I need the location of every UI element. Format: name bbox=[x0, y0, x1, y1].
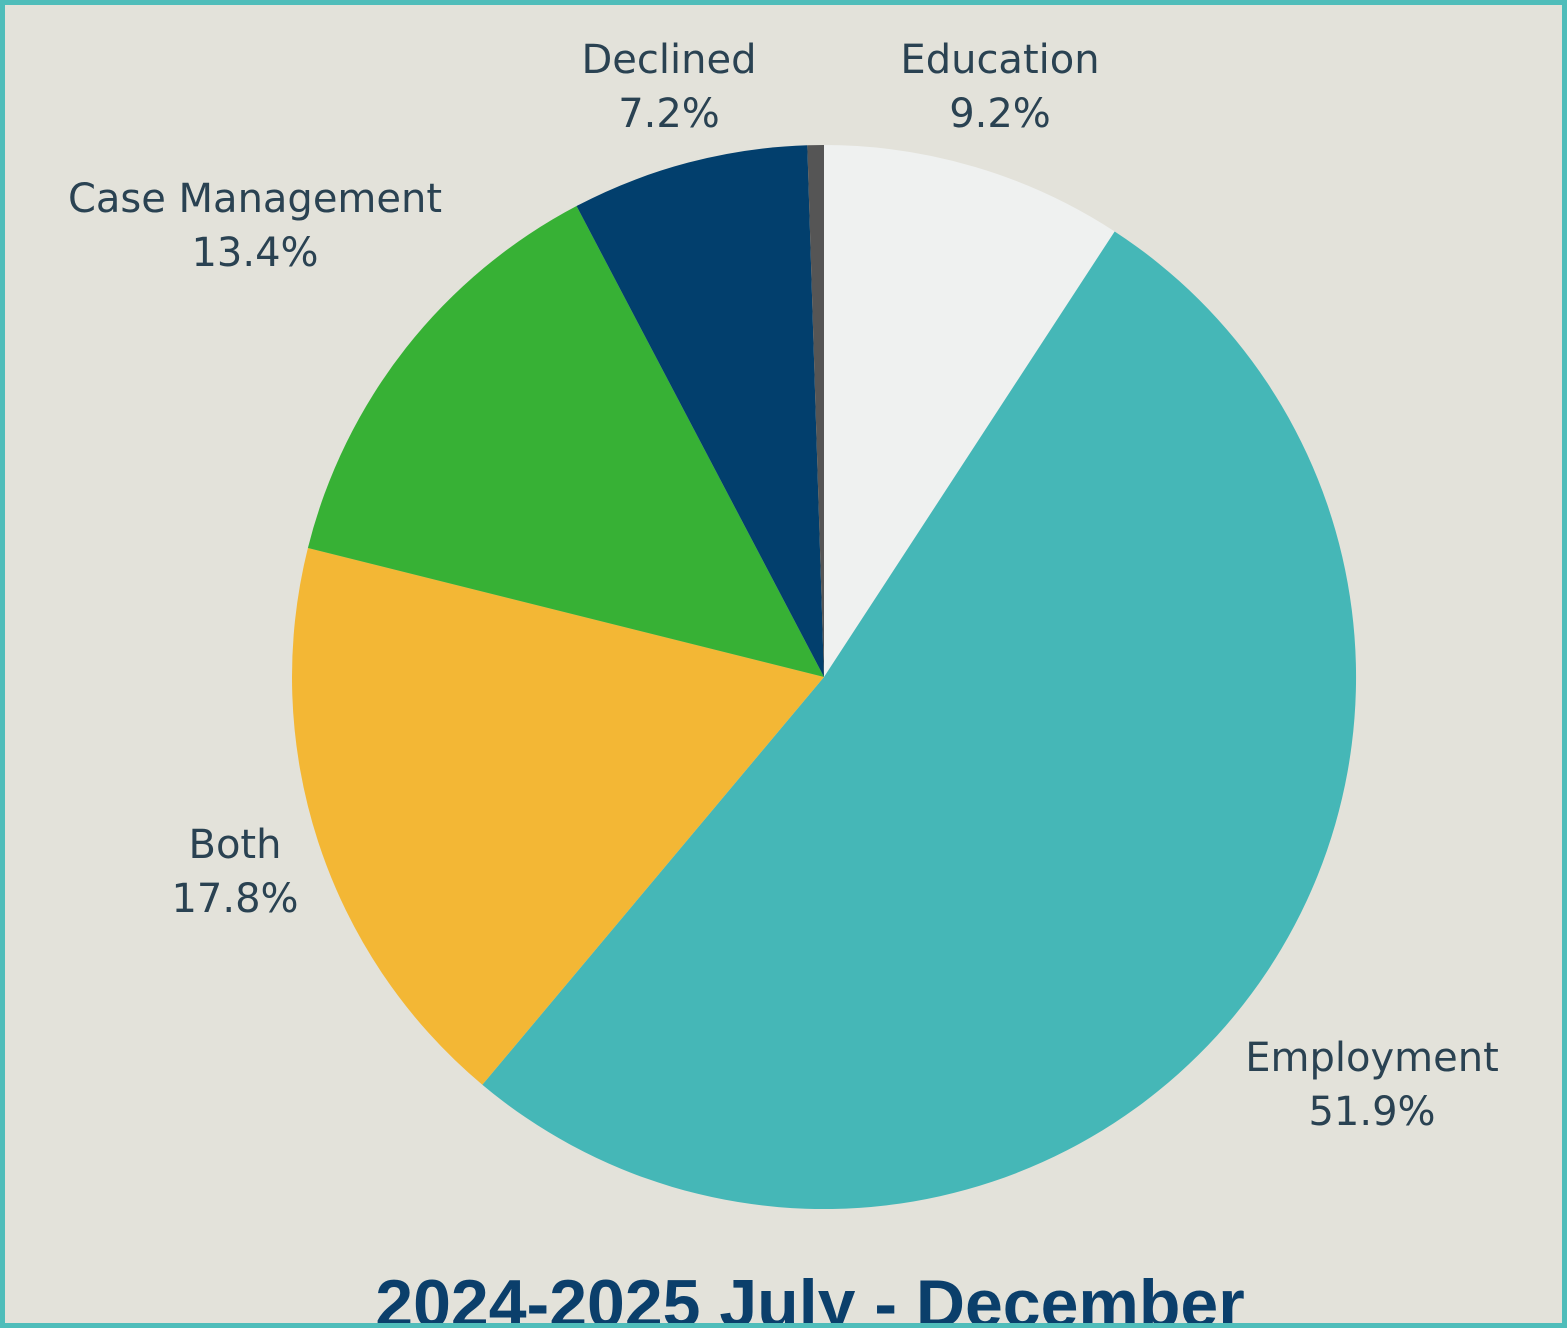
slice-label-both: Both bbox=[189, 822, 282, 868]
pie-slice-unlabeled bbox=[807, 145, 824, 677]
slice-label-employment: Employment bbox=[1245, 1035, 1499, 1081]
slice-value-declined: 7.2% bbox=[618, 91, 720, 137]
chart-title: 2024-2025 July - December bbox=[375, 1266, 1244, 1328]
slice-value-education: 9.2% bbox=[949, 91, 1051, 137]
slice-value-both: 17.8% bbox=[171, 876, 298, 922]
slice-value-case-management: 13.4% bbox=[191, 230, 318, 276]
slice-label-case-management: Case Management bbox=[68, 176, 442, 222]
slice-value-employment: 51.9% bbox=[1308, 1089, 1435, 1135]
pie-slice-case-management bbox=[307, 206, 824, 677]
pie-slices bbox=[291, 145, 1357, 1210]
pie-chart: Education 9.2% Employment 51.9% Both 17.8% Cas… bbox=[68, 37, 1499, 1328]
pie-slice-declined bbox=[576, 145, 824, 677]
slice-label-education: Education bbox=[900, 37, 1099, 83]
slice-label-declined: Declined bbox=[582, 37, 757, 83]
pie-slice-employment bbox=[482, 231, 1357, 1210]
pie-slice-both bbox=[291, 547, 825, 1085]
pie-slice-education bbox=[824, 145, 1115, 677]
slice-labels: Education 9.2% Employment 51.9% Both 17.8% Cas… bbox=[68, 37, 1499, 1135]
